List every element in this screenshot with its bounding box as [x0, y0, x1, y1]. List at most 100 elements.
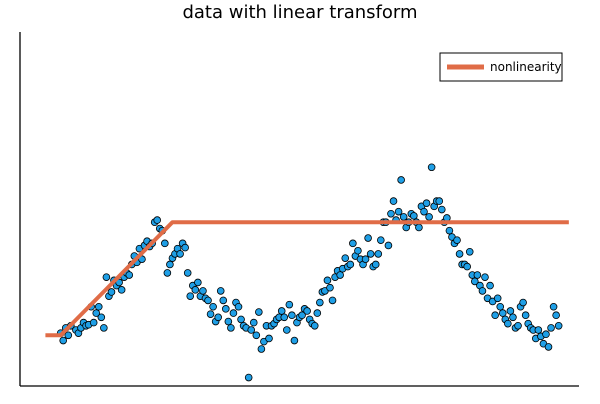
scatter-point [549, 302, 558, 311]
scatter-point [552, 311, 560, 320]
scatter-point [222, 305, 230, 313]
scatter-point [326, 283, 334, 292]
scatter-point [491, 311, 499, 320]
scatter-point [534, 326, 543, 334]
scatter-point [282, 326, 291, 334]
scatter-point [410, 212, 418, 220]
scatter-point [336, 271, 344, 279]
scatter-point [237, 315, 245, 324]
scatter-point [285, 300, 294, 309]
scatter-point [125, 271, 134, 279]
scatter-point [102, 273, 111, 281]
scatter-point [328, 296, 337, 305]
scatter-point [399, 213, 408, 221]
scatter-point [59, 336, 67, 345]
scatter-point [425, 213, 433, 221]
legend-label-nonlinearity: nonlinearity [490, 60, 562, 74]
scatter-point [265, 334, 273, 343]
scatter-point [371, 260, 380, 269]
scatter-point [117, 286, 126, 294]
scatter-point [397, 176, 405, 184]
scatter-point [166, 260, 174, 269]
scatter-point [163, 269, 172, 277]
scatter-point [183, 269, 192, 277]
scatter-point [498, 309, 507, 317]
scatter-point [554, 321, 563, 330]
scatter-point [437, 205, 446, 214]
scatter-point [97, 313, 106, 322]
scatter-point [486, 281, 494, 290]
scatter-point [234, 302, 243, 311]
scatter-point [206, 310, 215, 318]
scatter-point [374, 250, 383, 258]
scatter-point [420, 207, 428, 216]
scatter-point [422, 199, 431, 207]
scatter-point [94, 302, 103, 311]
scatter-point [323, 276, 332, 285]
scatter-point [544, 343, 553, 351]
scatter-point [509, 313, 517, 322]
scatter-point [542, 330, 550, 339]
scatter-point [435, 197, 444, 205]
scatter-point [298, 311, 306, 320]
scatter-point [478, 287, 487, 295]
scatter-point [465, 248, 474, 256]
scatter-point [92, 309, 101, 317]
scatter-point [216, 287, 225, 295]
scatter-point [199, 287, 207, 295]
scatter-point [224, 317, 233, 326]
scatter-point [481, 273, 489, 281]
scatter-point [453, 236, 461, 244]
scatter-point [463, 262, 472, 271]
scatter-point [519, 298, 527, 307]
legend: nonlinearity [439, 52, 563, 82]
scatter-point [445, 226, 454, 235]
line-layer [45, 220, 569, 338]
scatter-point [100, 324, 108, 332]
scatter-point [277, 307, 286, 315]
scatter-point [427, 163, 436, 172]
scatter-point [153, 216, 162, 224]
scatter-point [415, 223, 423, 232]
scatter-point [107, 288, 116, 296]
scatter-point [471, 277, 479, 286]
scatter-point [389, 197, 398, 205]
scatter-point [249, 318, 258, 327]
scatter-point [161, 239, 169, 248]
scatter-point [186, 292, 195, 300]
scatter-point [229, 309, 238, 317]
scatter-point [194, 278, 202, 287]
scatter-point [219, 296, 228, 305]
scatter-point [493, 294, 502, 303]
scatter-point [280, 313, 289, 322]
scatter-point [496, 302, 505, 311]
scatter-point [506, 307, 515, 315]
scatter-point [313, 309, 322, 317]
scatter-point [384, 241, 393, 250]
scatter-point [354, 246, 362, 255]
scatter-point [288, 311, 296, 320]
scatter-point [252, 331, 261, 340]
scatter-point [547, 324, 555, 332]
scatter-point [349, 239, 357, 248]
scatter-point [191, 286, 200, 294]
scatter-point [227, 324, 235, 332]
scatter-point [521, 311, 530, 320]
scatter-point [361, 255, 370, 263]
scatter-point [473, 271, 482, 279]
scatter-point [303, 307, 311, 315]
scatter-point [244, 373, 253, 382]
scatter-point [209, 302, 217, 311]
scatter-point [214, 313, 222, 322]
scatter-point [204, 296, 212, 305]
scatter-point [310, 321, 319, 330]
scatter-point [364, 234, 372, 242]
scatter-point [257, 345, 266, 353]
scatter-point [64, 331, 73, 340]
scatter-point [394, 207, 403, 216]
scatter-point [176, 250, 184, 258]
scatter-point [377, 236, 385, 244]
scatter-point [89, 318, 98, 327]
